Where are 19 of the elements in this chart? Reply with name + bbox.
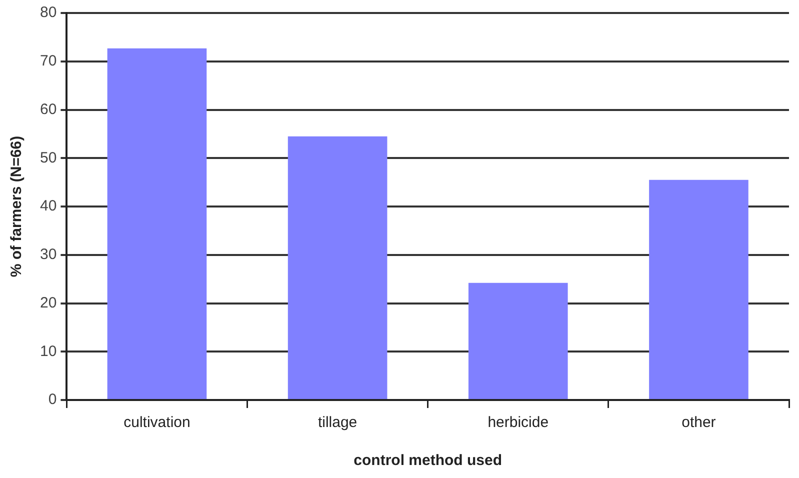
x-tick-label: cultivation: [124, 414, 190, 432]
x-tick-label: other: [682, 414, 716, 432]
bar: [107, 48, 207, 399]
x-tick-label: herbicide: [488, 414, 549, 432]
y-axis-title: % of farmers (N=66): [8, 136, 26, 278]
y-tick-label: 0: [48, 391, 57, 408]
y-tick-label: 70: [40, 52, 57, 70]
y-tick-label: 30: [40, 246, 57, 264]
y-tick-label: 20: [40, 294, 57, 312]
x-axis-title: control method used: [354, 452, 502, 470]
y-tick-label: 80: [40, 4, 57, 22]
y-tick-label: 40: [40, 198, 57, 215]
y-tick-label: 60: [40, 100, 57, 118]
x-tick-label: tillage: [318, 414, 358, 432]
bar: [649, 180, 748, 399]
bar: [288, 136, 388, 399]
bar: [468, 282, 568, 399]
y-tick-label: 10: [40, 342, 57, 360]
y-tick-label: 50: [40, 149, 57, 166]
